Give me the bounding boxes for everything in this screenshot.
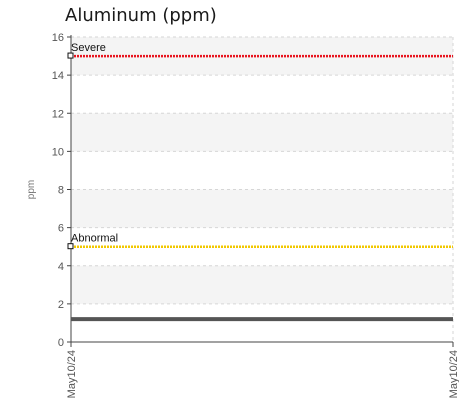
background-bands (71, 37, 453, 304)
reference-marker (67, 52, 74, 59)
y-tick-label: 2 (58, 299, 64, 311)
tick-labels: 0 2 4 6 8 10 12 14 16 ppm May10/24 May10/24 (26, 32, 459, 398)
y-tick-label: 12 (52, 108, 64, 120)
grid-band (71, 189, 453, 228)
reference-lines: Severe Abnormal (67, 42, 453, 250)
y-tick-label: 6 (58, 223, 64, 235)
grid-band (71, 113, 453, 152)
chart-title: Aluminum (ppm) (65, 5, 217, 26)
y-tick-label: 10 (52, 146, 64, 158)
y-axis-title: ppm (26, 180, 37, 199)
x-tick-label: May10/24 (66, 350, 78, 398)
x-tick-label: May10/24 (448, 350, 459, 398)
y-tick-label: 0 (58, 337, 64, 349)
axes (67, 35, 454, 347)
y-tick-label: 16 (52, 32, 64, 44)
y-tick-label: 8 (58, 185, 64, 197)
y-tick-label: 14 (52, 70, 64, 82)
y-tick-label: 4 (58, 261, 64, 273)
gridlines (70, 36, 454, 342)
reference-marker (67, 243, 74, 250)
reference-label: Severe (71, 42, 106, 54)
reference-label: Abnormal (71, 233, 118, 245)
grid-band (71, 265, 453, 304)
